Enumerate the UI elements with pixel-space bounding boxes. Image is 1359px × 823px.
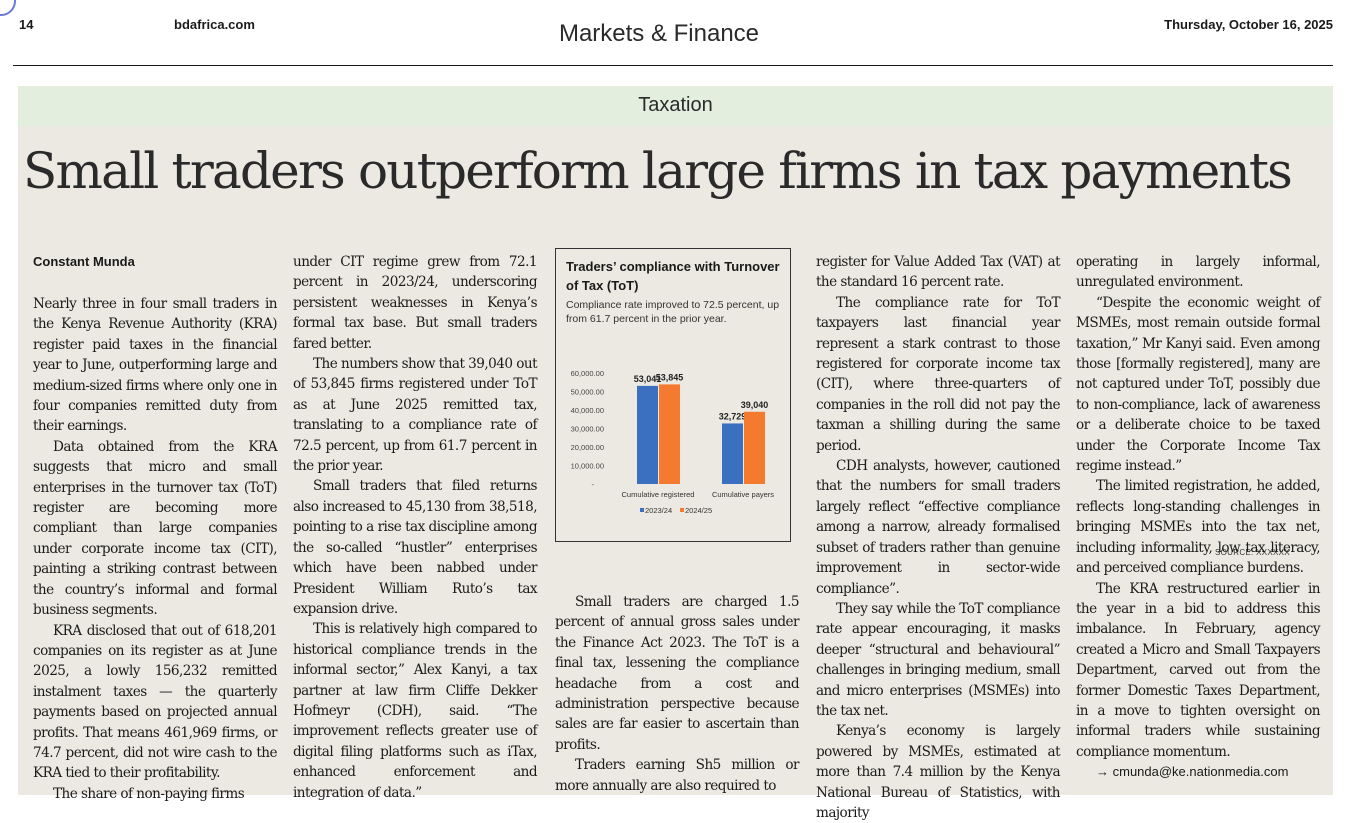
chart-box: Traders’ compliance with Turnover of Tax… (555, 248, 791, 542)
site-name: bdafrica.com (174, 17, 255, 32)
paragraph: Kenya’s economy is largely powered by MS… (816, 723, 1061, 821)
headline: Small traders outperform large firms in … (23, 142, 1293, 200)
paragraph: operating in largely informal, unregulat… (1076, 254, 1321, 291)
publication-date: Thursday, October 16, 2025 (1164, 17, 1333, 32)
paragraph: “Despite the economic weight of MSMEs, m… (1076, 294, 1321, 475)
article-column-4: register for Value Added Tax (VAT) at th… (816, 252, 1061, 823)
paragraph: The numbers show that 39,040 out of 53,8… (293, 356, 538, 475)
legend-swatch (640, 508, 644, 512)
chart-source: SOURCE: XXXXXX (1215, 548, 1290, 557)
paragraph: They say while the ToT compliance rate a… (816, 600, 1061, 719)
y-tick-label-zero: - (592, 480, 595, 489)
bar-2024-25-1 (744, 411, 765, 484)
article-column-2: under CIT regime grew from 72.1 percent … (293, 252, 538, 803)
bar-2023-24-1 (722, 423, 743, 484)
category-label: Cumulative payers (712, 490, 774, 499)
legend-label: 2024/25 (685, 506, 712, 515)
data-label: 32,729 (719, 411, 747, 421)
paragraph: KRA disclosed that out of 618,201 compan… (33, 622, 278, 782)
byline: Constant Munda (33, 254, 135, 269)
author-email[interactable]: → cmunda@ke.nationmedia.com (1096, 764, 1289, 780)
paragraph: CDH analysts, however, cautioned that th… (816, 458, 1061, 597)
corner-marker (0, 0, 16, 16)
data-label: 53,041 (634, 374, 662, 384)
section-name: Markets & Finance (558, 20, 760, 47)
y-tick-label: 50,000.00 (571, 388, 604, 397)
page-number: 14 (19, 17, 34, 32)
bar-chart: 10,000.00 20,000.00 30,000.00 40,000.00 50,0… (571, 369, 775, 515)
paragraph: Small traders are charged 1.5 percent of… (555, 594, 800, 753)
article-column-3: Small traders are charged 1.5 percent of… (555, 592, 800, 796)
bar-2024-25-0 (659, 384, 680, 484)
article-column-5: operating in largely informal, unregulat… (1076, 252, 1321, 783)
y-tick-label: 20,000.00 (571, 443, 604, 452)
y-tick-label: 10,000.00 (571, 462, 604, 471)
paragraph: Traders earning Sh5 million or more annu… (555, 757, 800, 794)
paragraph: register for Value Added Tax (VAT) at th… (816, 254, 1061, 291)
y-tick-label: 60,000.00 (571, 369, 604, 378)
header-rule (13, 65, 1333, 66)
paragraph: under CIT regime grew from 72.1 percent … (293, 254, 538, 352)
y-tick-label: 30,000.00 (571, 425, 604, 434)
paragraph: The compliance rate for ToT taxpayers la… (816, 294, 1061, 454)
data-label: 53,845 (656, 372, 684, 382)
paragraph: Data obtained from the KRA suggests that… (33, 438, 278, 619)
story-panel: Taxation Small traders outperform large … (18, 86, 1333, 821)
chart-subtitle: Compliance rate improved to 72.5 percent… (566, 299, 780, 325)
bar-2023-24-0 (637, 385, 658, 484)
legend-label: 2023/24 (645, 506, 672, 515)
paragraph: The limited registration, he added, refl… (1076, 478, 1321, 577)
kicker: Taxation (18, 86, 1333, 126)
paragraph: Small traders that filed returns also in… (293, 478, 538, 617)
article-column-1: Constant Munda Nearly three in four smal… (33, 252, 278, 804)
legend-swatch (680, 508, 684, 512)
category-label: Cumulative registered (622, 490, 695, 499)
paragraph: The share of non-paying firms (53, 785, 245, 802)
data-label: 39,040 (741, 400, 769, 410)
paragraph: The KRA restructured earlier in the year… (1076, 580, 1321, 760)
paragraph: This is relatively high compared to hist… (293, 621, 538, 801)
paragraph: Nearly three in four small traders in th… (33, 296, 278, 435)
y-tick-label: 40,000.00 (571, 406, 604, 415)
chart-title: Traders’ compliance with Turnover of Tax… (566, 259, 780, 293)
